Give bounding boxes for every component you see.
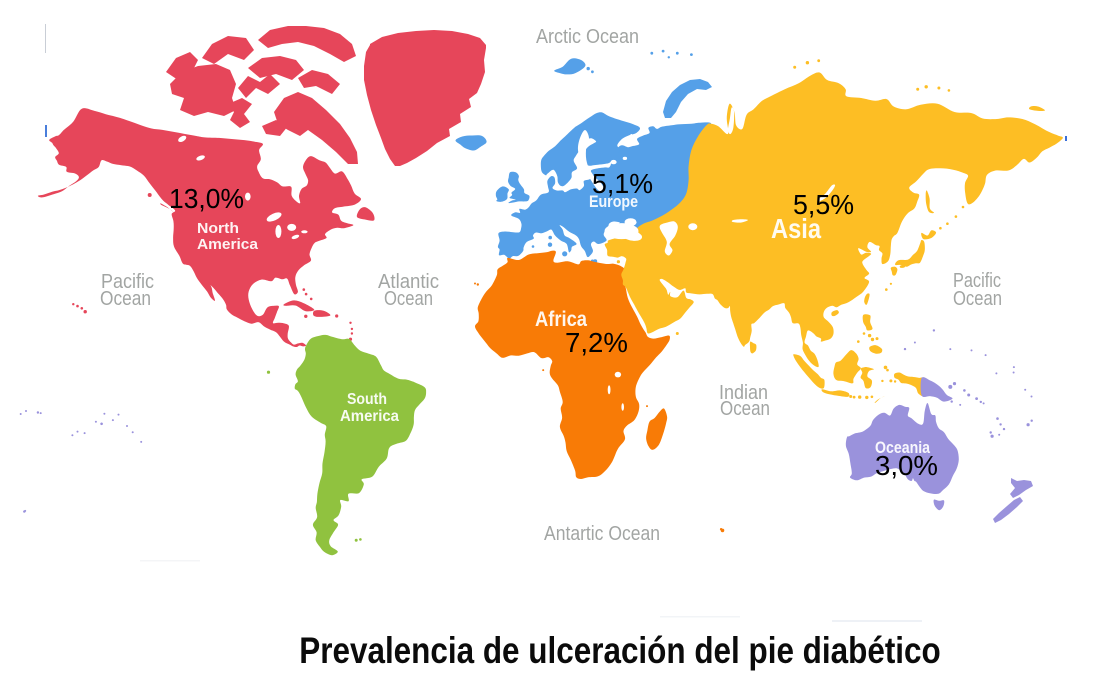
svg-text:Ocean: Ocean — [720, 398, 770, 420]
svg-text:Europe: Europe — [589, 192, 638, 211]
svg-text:Indian: Indian — [719, 382, 768, 404]
svg-text:3,0%: 3,0% — [875, 450, 938, 481]
svg-text:Ocean: Ocean — [100, 288, 151, 310]
svg-text:7,2%: 7,2% — [565, 327, 628, 358]
svg-text:5,5%: 5,5% — [793, 189, 854, 220]
svg-text:North: North — [197, 220, 239, 237]
svg-text:Pacific: Pacific — [101, 271, 154, 293]
svg-text:Ocean: Ocean — [953, 288, 1002, 310]
svg-text:Arctic Ocean: Arctic Ocean — [536, 26, 639, 48]
svg-text:America: America — [197, 236, 259, 253]
svg-text:Atlantic: Atlantic — [378, 271, 439, 293]
svg-text:Africa: Africa — [535, 308, 587, 331]
svg-text:America: America — [340, 408, 399, 425]
svg-text:Asia: Asia — [771, 213, 821, 244]
svg-text:5,1%: 5,1% — [592, 168, 653, 199]
svg-text:Oceania: Oceania — [875, 438, 930, 457]
svg-text:Antartic Ocean: Antartic Ocean — [544, 523, 660, 545]
svg-text:13,0%: 13,0% — [169, 183, 244, 214]
svg-text:Ocean: Ocean — [384, 288, 433, 310]
svg-text:Pacific: Pacific — [953, 270, 1001, 292]
svg-text:South: South — [347, 391, 387, 408]
